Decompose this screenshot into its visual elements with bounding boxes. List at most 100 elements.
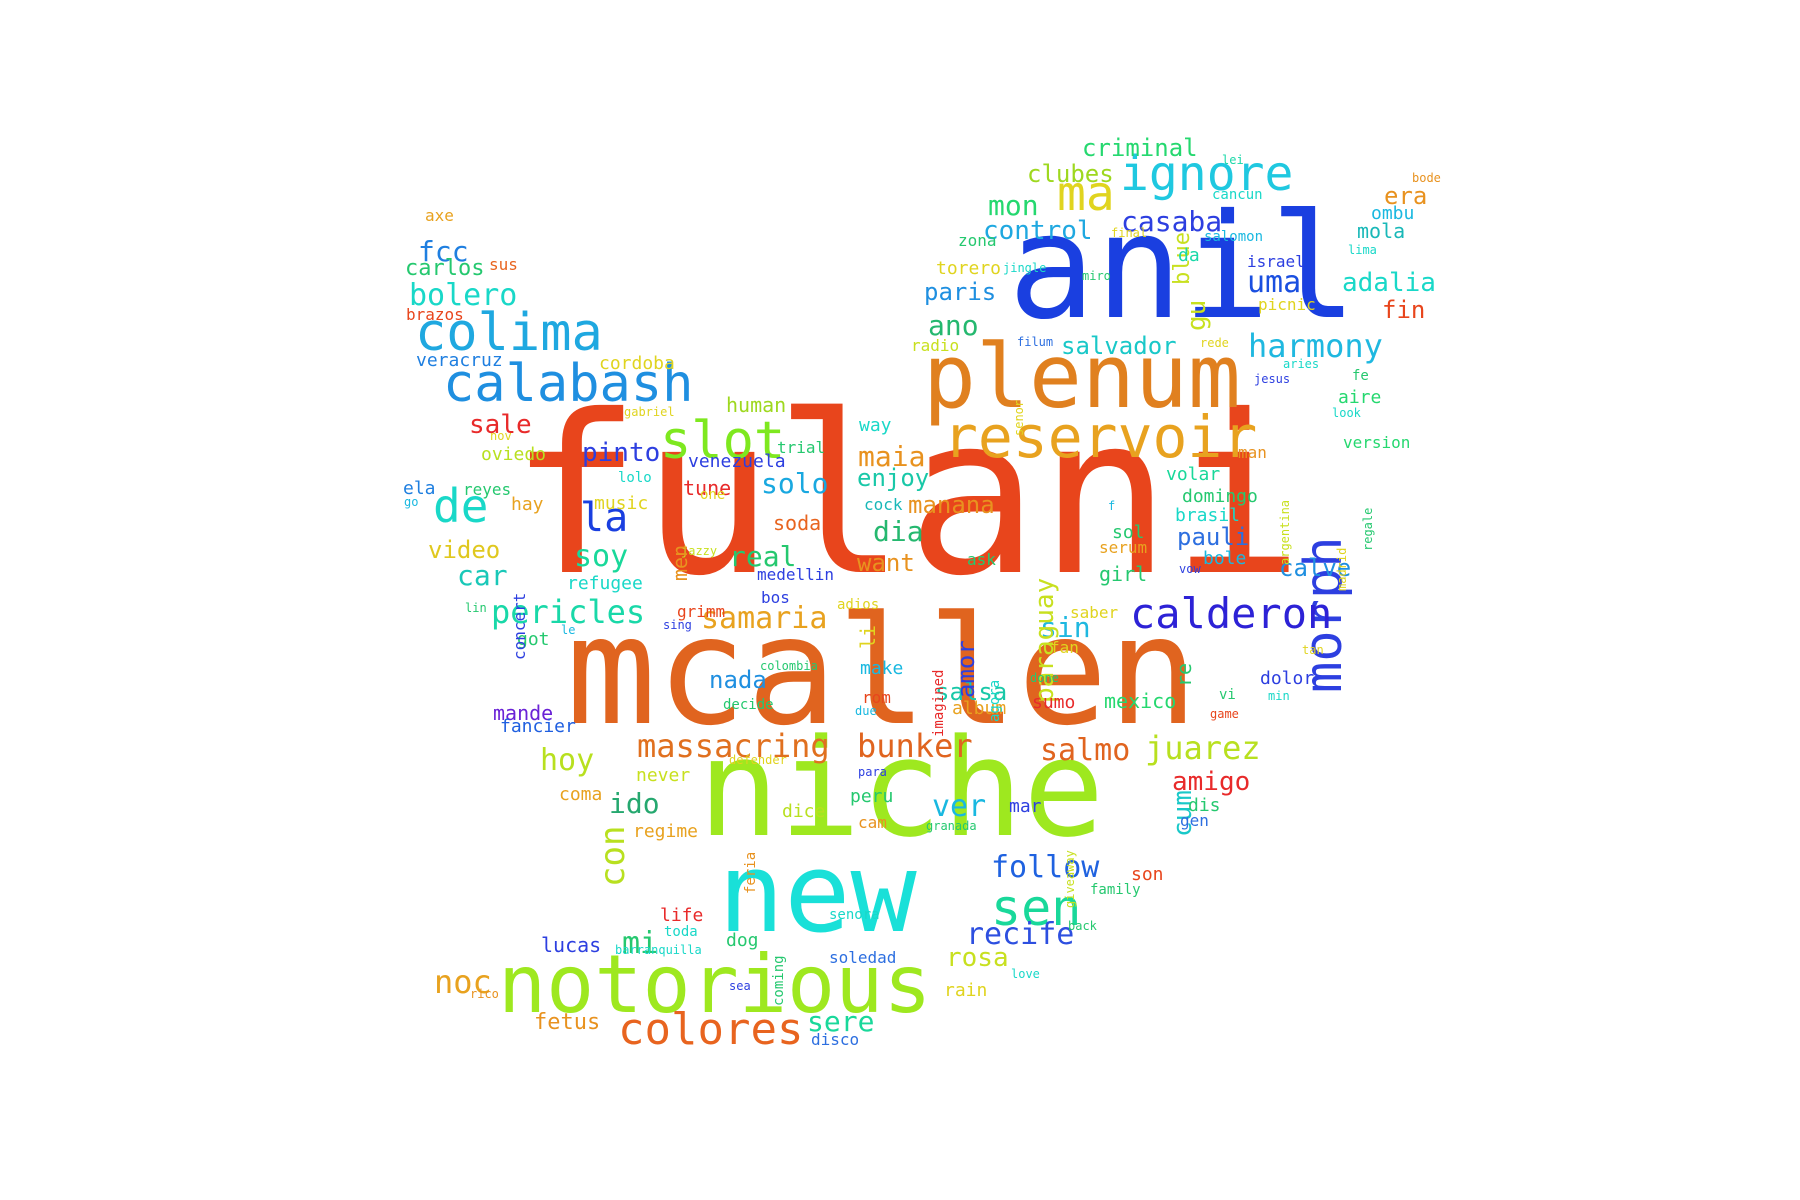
word-slot: slot	[660, 411, 786, 471]
word-hoy: hoy	[540, 743, 595, 778]
word-way: way	[859, 415, 892, 436]
word-car: car	[457, 559, 508, 592]
word-lolo: lolo	[618, 470, 652, 486]
word-mande: mande	[493, 701, 554, 725]
word-colima: colima	[415, 303, 603, 363]
word-reyes: reyes	[463, 480, 512, 499]
word-calderon: calderon	[1130, 589, 1333, 638]
word-salsa: salsa	[935, 678, 1008, 706]
word-defender: defender	[729, 753, 787, 767]
word-recife: recife	[966, 917, 1075, 952]
word-regime: regime	[633, 821, 699, 842]
word-gen: gen	[1180, 811, 1209, 830]
word-sen: sen	[991, 879, 1082, 937]
word-anil: anil	[1008, 183, 1358, 352]
word-want: want	[857, 549, 915, 577]
word-concert: concert	[510, 592, 529, 660]
word-axe: axe	[425, 206, 454, 225]
word-massacring: massacring	[637, 727, 830, 765]
word-f: f	[1108, 499, 1116, 513]
word-rosa: rosa	[946, 943, 1009, 973]
word-medellin: medellin	[757, 565, 835, 584]
word-israel: israel	[1247, 252, 1305, 271]
word-cock: cock	[864, 495, 903, 514]
word-domingo: domingo	[1182, 486, 1258, 507]
word-criminal: criminal	[1082, 134, 1198, 162]
word-calve: calve	[1279, 554, 1352, 582]
word-noc: noc	[434, 963, 492, 1001]
word-ombu: ombu	[1371, 203, 1415, 224]
word-amigo: amigo	[1172, 767, 1251, 797]
word-lucas: lucas	[541, 933, 602, 957]
word-coming: coming	[771, 955, 787, 1006]
word-sea: sea	[729, 979, 751, 993]
word-carlos: carlos	[405, 256, 485, 281]
word-life: life	[660, 905, 704, 926]
word-da: da	[1178, 245, 1200, 266]
word-pericles: pericles	[491, 593, 646, 631]
word-vi: vi	[1219, 687, 1236, 703]
word-fin: fin	[1382, 296, 1426, 324]
word-album: album	[952, 698, 1007, 719]
word-giveaway: giveaway	[1063, 850, 1077, 908]
word-pinto: pinto	[582, 438, 661, 468]
word-lei: lei	[1222, 153, 1244, 167]
word-bole: bole	[1203, 548, 1247, 569]
word-para: para	[858, 765, 887, 779]
word-nada: nada	[709, 666, 767, 694]
word-uma: uma	[1247, 265, 1302, 300]
word-picnic: picnic	[1258, 295, 1316, 314]
word-lin: lin	[465, 601, 487, 615]
word-bode: bode	[1412, 171, 1441, 185]
word-sol: sol	[1112, 522, 1145, 543]
word-ignore: ignore	[1120, 146, 1294, 202]
word-brasil: brasil	[1175, 505, 1241, 526]
word-niche: niche	[698, 710, 1105, 867]
word-aire: aire	[1338, 387, 1382, 408]
word-mcallen: mcallen	[566, 585, 1199, 759]
word-sale: sale	[469, 410, 532, 440]
word-human: human	[726, 393, 787, 417]
word-girl: girl	[1099, 562, 1148, 586]
word-min: min	[1268, 689, 1290, 703]
word-new: new	[718, 829, 917, 957]
word-final: final	[1111, 226, 1148, 240]
word-tan: tan	[1302, 643, 1324, 657]
word-hay: hay	[511, 494, 544, 515]
word-torero: torero	[936, 258, 1002, 279]
word-venezuela: venezuela	[688, 451, 786, 472]
word-men: men	[668, 544, 692, 581]
word-cancun: cancun	[1212, 187, 1263, 203]
word-got: got	[517, 629, 550, 650]
word-coma: coma	[559, 784, 603, 805]
word-fan: fan	[1050, 638, 1079, 657]
word-enjoy: enjoy	[857, 464, 930, 492]
word-sere: sere	[807, 1005, 875, 1038]
word-control: control	[983, 216, 1093, 246]
word-done: done	[1030, 671, 1059, 685]
word-rede: rede	[1200, 336, 1229, 350]
word-manana: manana	[908, 491, 995, 519]
word-ano: ano	[928, 309, 979, 342]
word-calabash: calabash	[443, 354, 694, 414]
word-dis: dis	[1188, 795, 1221, 816]
word-lima: lima	[1348, 243, 1377, 257]
word-real: real	[729, 540, 797, 573]
word-amor: amor	[952, 640, 980, 698]
word-fancier: fancier	[500, 716, 576, 737]
word-rain: rain	[944, 980, 988, 1001]
word-granada: granada	[926, 819, 977, 833]
word-zona: zona	[958, 231, 997, 250]
word-vow: vow	[1179, 562, 1201, 576]
word-re: re	[1172, 662, 1196, 687]
word-regale: regale	[1361, 507, 1375, 551]
word-nov: nov	[490, 429, 512, 443]
word-barranquilla: barranquilla	[615, 943, 702, 957]
word-volar: volar	[1166, 464, 1221, 485]
word-soy: soy	[574, 539, 629, 574]
word-fetus: fetus	[534, 1010, 601, 1035]
word-la: la	[580, 495, 629, 541]
word-agora: agora	[987, 679, 1003, 722]
word-peru: peru	[850, 786, 894, 807]
word-disco: disco	[811, 1030, 860, 1049]
